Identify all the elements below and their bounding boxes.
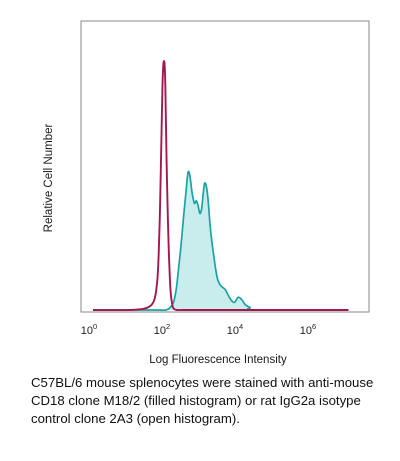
- histogram-line-cd18: [93, 170, 349, 312]
- x-tick-label: 102: [154, 322, 170, 337]
- x-tick-label: 104: [227, 322, 243, 337]
- histogram-series: [81, 60, 369, 312]
- plot-frame: [80, 20, 370, 313]
- histogram-line-isotype-control: [92, 60, 349, 312]
- figure-caption: C57BL/6 mouse splenocytes were stained w…: [31, 375, 374, 426]
- x-axis-label: Log Fluorescence Intensity: [149, 354, 287, 366]
- x-axis-ticks: 100 102 104 106: [81, 322, 316, 337]
- x-tick-label: 106: [300, 322, 316, 337]
- y-axis-label: Relative Cell Number: [43, 124, 55, 233]
- x-tick-label: 100: [81, 322, 97, 337]
